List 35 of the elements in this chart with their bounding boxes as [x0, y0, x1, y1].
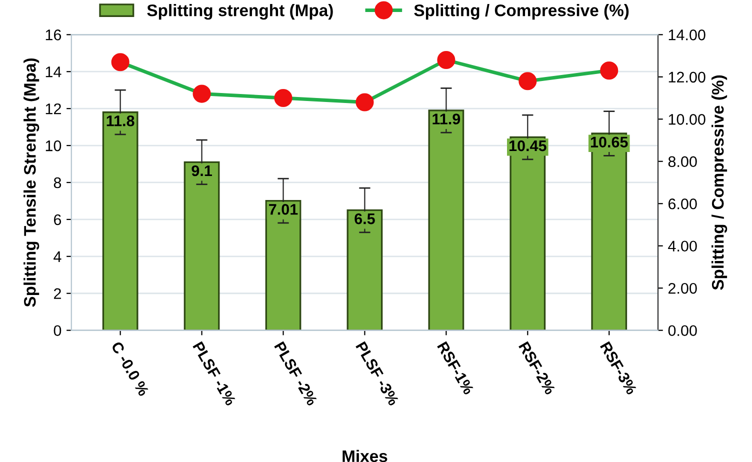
y-tick-label: 10: [46, 140, 62, 152]
y-tick-label: 14: [46, 66, 62, 78]
y-tick-label: 0: [54, 325, 62, 336]
data-label: 11.9: [432, 114, 460, 124]
data-label: 11.8: [106, 115, 134, 126]
bar: [265, 200, 302, 330]
y-tick-label: 8: [54, 177, 62, 188]
data-label: 6.5: [354, 213, 375, 224]
x-axis-title: Mixes: [342, 450, 388, 462]
y2-tick-label: 0.00: [668, 325, 697, 336]
y2-axis-title: Splitting / Compressive (%): [712, 75, 728, 290]
y2-tick-label: 14.00: [668, 30, 706, 40]
y2-tick-label: 2.00: [668, 282, 697, 294]
bar: [184, 161, 220, 330]
x-tick-label: C -0.0 %: [110, 340, 150, 397]
legend-label: Splitting / Compressive (%): [414, 4, 629, 20]
y-tick-label: 12: [46, 103, 61, 114]
data-label: 10.45: [510, 140, 546, 152]
y-tick-label: 2: [54, 288, 61, 299]
bar: [428, 110, 464, 330]
data-label: 7.01: [269, 204, 298, 215]
y2-tick-label: 8.00: [668, 156, 697, 168]
y2-tick-label: 4.00: [668, 240, 697, 252]
data-label: 9.1: [192, 165, 212, 176]
y2-tick-label: 6.00: [668, 198, 697, 210]
y2-tick-label: 12.00: [668, 72, 706, 83]
bar: [346, 209, 383, 330]
y-tick-label: 4: [54, 251, 62, 262]
legend-label: Splitting strenght (Mpa): [147, 4, 333, 20]
bar: [102, 111, 138, 330]
y-tick-label: 16: [46, 30, 62, 40]
y-axis-title: Splitting Tensile Strenght (Mpa): [24, 58, 40, 307]
data-label: 10.65: [590, 136, 628, 148]
y2-tick-label: 10.00: [668, 114, 706, 125]
y-tick-label: 6: [54, 214, 62, 226]
